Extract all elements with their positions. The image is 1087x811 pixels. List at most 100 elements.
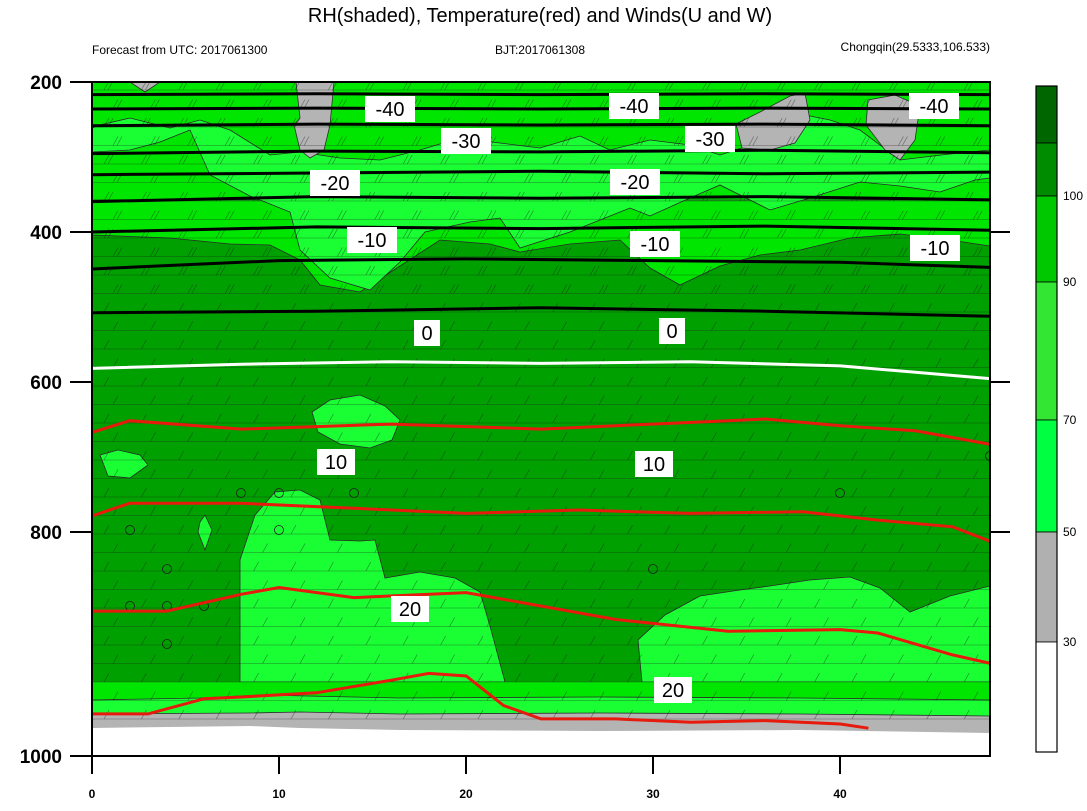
wind-barb xyxy=(415,247,422,257)
wind-barb xyxy=(889,598,895,609)
wind-barb xyxy=(636,321,642,331)
wind-barb xyxy=(266,210,272,220)
wind-barb xyxy=(889,561,895,572)
wind-barb xyxy=(1002,155,1007,164)
wind-barb xyxy=(702,487,708,498)
wind-barb xyxy=(552,339,559,350)
forecast-label: Forecast from UTC: 2017061300 xyxy=(92,43,268,57)
wind-barb xyxy=(187,432,194,442)
wind-barb xyxy=(898,469,904,479)
wind-barb xyxy=(972,284,979,294)
wind-barb xyxy=(178,635,185,646)
wind-barb xyxy=(752,284,759,294)
wind-barb xyxy=(589,339,596,350)
wind-barb xyxy=(224,210,231,220)
wind-barb xyxy=(440,413,446,424)
wind-barb xyxy=(328,524,334,535)
wind-barb xyxy=(150,543,156,553)
station-label: Chongqin(29.5333,106.533) xyxy=(841,40,990,54)
wind-barb xyxy=(776,487,783,498)
wind-barb xyxy=(116,136,123,146)
wind-barb xyxy=(290,561,297,572)
wind-barb xyxy=(224,395,231,405)
wind-barb xyxy=(939,284,946,294)
wind-barb xyxy=(337,580,343,590)
wind-barb xyxy=(598,136,605,146)
wind-barb xyxy=(1002,451,1007,460)
wind-barb xyxy=(253,376,259,387)
wind-barb xyxy=(112,580,119,590)
wind-barb xyxy=(711,432,717,442)
wind-barb xyxy=(262,395,268,405)
wind-barb xyxy=(898,617,904,627)
wind-barb xyxy=(1002,636,1007,645)
y-axis: 200 400 600 800 1000 xyxy=(20,73,1010,768)
wind-barb xyxy=(374,432,381,442)
wind-barb xyxy=(926,339,933,350)
wind-barb xyxy=(552,265,559,276)
wind-barb xyxy=(150,506,156,516)
wind-barb xyxy=(889,450,895,461)
wind-barb xyxy=(253,413,259,424)
wind-barb xyxy=(515,265,521,276)
wind-barb xyxy=(215,561,222,572)
wind-barb xyxy=(477,154,484,165)
wind-barb xyxy=(224,432,231,442)
wind-barb xyxy=(178,709,185,720)
wind-barb xyxy=(365,450,372,461)
wind-barb xyxy=(702,524,708,535)
wind-barb xyxy=(627,672,633,683)
wind-barb xyxy=(415,173,422,183)
wind-barb xyxy=(561,99,568,109)
wind-barb xyxy=(706,265,712,276)
wind-barb xyxy=(299,580,306,590)
wind-barb xyxy=(893,228,899,239)
wind-barb xyxy=(402,487,409,498)
wind-barb xyxy=(337,284,343,294)
wind-barb xyxy=(411,432,418,442)
wind-barb xyxy=(743,228,750,239)
wind-barb xyxy=(519,228,525,239)
wind-barb xyxy=(481,228,488,239)
wind-barb xyxy=(187,247,194,257)
wind-barb xyxy=(112,136,119,146)
wind-barb xyxy=(219,154,226,165)
wind-barb xyxy=(182,154,189,165)
wind-barb xyxy=(673,654,680,664)
rh-gray-patch-4 xyxy=(865,94,921,161)
wind-barb xyxy=(328,635,334,646)
wind-barb xyxy=(776,635,783,646)
wind-barb xyxy=(814,302,820,313)
wind-barb xyxy=(528,136,534,146)
wind-barb xyxy=(926,524,933,535)
wind-barb xyxy=(337,691,343,701)
wind-barb xyxy=(589,228,596,239)
wind-barb xyxy=(178,561,185,572)
wind-barb xyxy=(963,302,970,313)
wind-barb xyxy=(748,580,755,590)
wind-barb xyxy=(636,136,642,146)
wind-barb xyxy=(589,635,596,646)
wind-barb xyxy=(711,247,717,257)
wind-barb xyxy=(785,210,792,220)
wind-barb xyxy=(528,284,534,294)
wind-barb xyxy=(589,672,596,683)
wind-barb xyxy=(486,654,493,664)
wind-barb xyxy=(785,321,792,331)
wind-barb xyxy=(299,284,306,294)
wind-barb xyxy=(552,598,559,609)
wind-barb xyxy=(440,524,446,535)
wind-barb xyxy=(290,524,297,535)
wind-barb xyxy=(860,247,867,257)
wind-barb xyxy=(449,247,455,257)
wind-barb xyxy=(411,173,418,183)
wind-barb xyxy=(365,598,372,609)
wind-barb xyxy=(490,210,497,220)
wind-barb xyxy=(328,598,334,609)
wind-barb xyxy=(860,691,867,701)
wind-barb xyxy=(374,136,381,146)
wind-barb xyxy=(860,580,867,590)
wind-barb xyxy=(593,154,600,165)
wind-barb xyxy=(855,265,862,276)
